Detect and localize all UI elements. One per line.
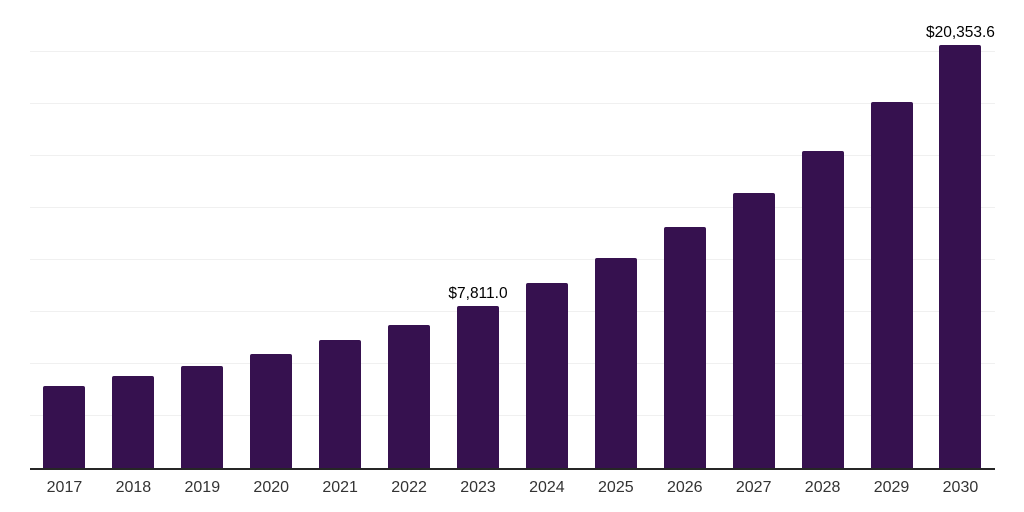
bar-slot-2021 bbox=[306, 0, 375, 468]
x-axis-label-2020: 2020 bbox=[253, 479, 290, 496]
bar-slot-2030: $20,353.6 bbox=[926, 0, 995, 468]
bar-2017 bbox=[43, 385, 86, 468]
bar-2022 bbox=[388, 325, 431, 468]
x-axis-label-2026: 2026 bbox=[666, 479, 703, 496]
bar-slot-2022 bbox=[375, 0, 444, 468]
bar-2023: $7,811.0 bbox=[448, 285, 508, 468]
bar-slot-2023: $7,811.0 bbox=[444, 0, 513, 468]
gridline-5000 bbox=[30, 363, 995, 365]
x-axis-label-2018: 2018 bbox=[115, 479, 152, 496]
x-axis-label-2029: 2029 bbox=[873, 479, 910, 496]
gridline-7500 bbox=[30, 311, 995, 313]
bar-2026 bbox=[663, 226, 706, 468]
bar-2027 bbox=[732, 193, 775, 468]
x-axis-label-2030: 2030 bbox=[942, 479, 979, 496]
gridline-17500 bbox=[30, 103, 995, 105]
plot-area: $7,811.0 $20,353.6 bbox=[30, 0, 995, 470]
bar-slot-2019 bbox=[168, 0, 237, 468]
gridline-15000 bbox=[30, 155, 995, 157]
gridline-12500 bbox=[30, 207, 995, 209]
x-axis-label-2017: 2017 bbox=[46, 479, 83, 496]
bar-2021 bbox=[319, 339, 362, 468]
bar-slot-2017 bbox=[30, 0, 99, 468]
bar-slot-2020 bbox=[237, 0, 306, 468]
x-axis-label-2025: 2025 bbox=[598, 479, 634, 496]
x-axis-label-2019: 2019 bbox=[184, 479, 221, 496]
x-axis-label-2028: 2028 bbox=[804, 479, 841, 496]
x-axis-label-2024: 2024 bbox=[529, 479, 565, 496]
bar-slot-2026 bbox=[650, 0, 719, 468]
data-label-2030: $20,353.6 bbox=[925, 23, 995, 41]
bar-slot-2025 bbox=[581, 0, 650, 468]
x-axis-label-2021: 2021 bbox=[322, 479, 358, 496]
bars-container: $7,811.0 $20,353.6 bbox=[30, 0, 995, 468]
gridline-20000 bbox=[30, 51, 995, 53]
bar-chart: $7,811.0 $20,353.6 2017 2018 2019 2020 2021 20… bbox=[30, 0, 995, 512]
x-axis-label-2027: 2027 bbox=[735, 479, 772, 496]
bar-2025 bbox=[594, 258, 637, 468]
bar-2028 bbox=[801, 150, 844, 468]
bar-slot-2018 bbox=[99, 0, 168, 468]
bar-2018 bbox=[112, 376, 155, 468]
bar-2020 bbox=[250, 354, 293, 468]
x-axis-labels: 2017 2018 2019 2020 2021 2022 2023 2024 2025 2026… bbox=[30, 479, 995, 497]
bar-slot-2029 bbox=[857, 0, 926, 468]
data-label-2023: $7,811.0 bbox=[448, 284, 508, 302]
gridline-10000 bbox=[30, 259, 995, 261]
bar-slot-2028 bbox=[788, 0, 857, 468]
bar-slot-2027 bbox=[719, 0, 788, 468]
bar-2029 bbox=[870, 102, 913, 468]
x-axis-label-2023: 2023 bbox=[460, 479, 496, 496]
x-axis-label-2022: 2022 bbox=[391, 479, 427, 496]
bar-2019 bbox=[181, 366, 224, 468]
bar-slot-2024 bbox=[512, 0, 581, 468]
gridline-2500 bbox=[30, 415, 995, 417]
bar-2024 bbox=[525, 282, 568, 468]
bar-2030: $20,353.6 bbox=[926, 24, 995, 468]
